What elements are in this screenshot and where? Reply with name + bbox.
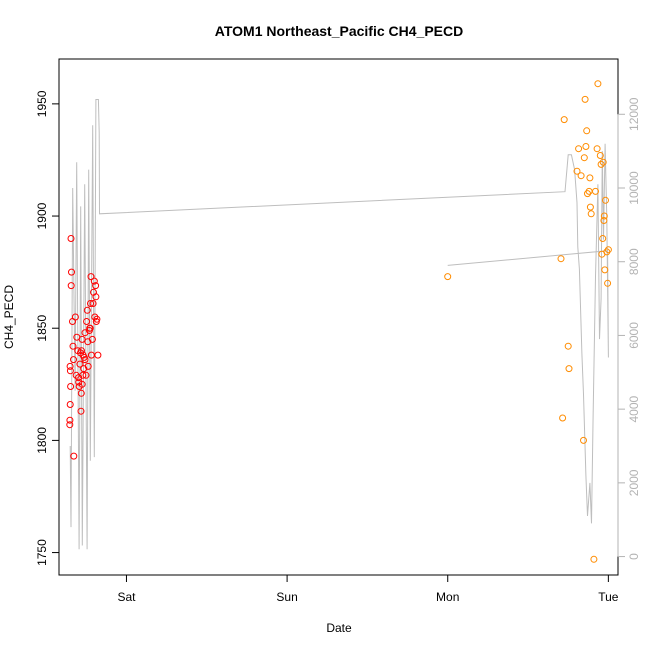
data-point-series-1 — [76, 360, 84, 368]
data-point-series-2 — [600, 212, 608, 220]
data-point-series-1 — [92, 282, 100, 290]
y-tick-label: 1850 — [35, 315, 49, 342]
data-point-series-1 — [78, 347, 85, 355]
data-point-series-2 — [596, 152, 604, 159]
data-point-series-1 — [67, 235, 75, 242]
data-point-series-1 — [70, 356, 77, 364]
data-point-series-2 — [594, 80, 602, 88]
y2-tick-label: 6000 — [627, 322, 641, 349]
data-point-series-1 — [89, 300, 97, 307]
data-point-series-1 — [68, 268, 75, 276]
data-point-series-1 — [91, 313, 99, 321]
data-point-series-2 — [573, 167, 581, 175]
data-point-series-2 — [564, 342, 572, 350]
data-point-series-2 — [600, 217, 608, 224]
data-point-series-1 — [78, 380, 86, 388]
data-point-series-1 — [77, 389, 85, 397]
y2-tick-label: 10000 — [627, 171, 641, 205]
plot-frame — [58, 58, 619, 576]
altitude-layer — [69, 99, 609, 550]
y2-tick-label: 2000 — [627, 469, 641, 496]
data-point-series-2 — [560, 116, 568, 124]
data-point-series-2 — [586, 174, 594, 182]
data-point-series-2 — [603, 248, 611, 256]
data-point-series-1 — [66, 362, 74, 370]
data-point-series-2 — [590, 555, 598, 563]
axes-layer: Sat Sun Mon Tue 1750 1800 1850 1900 1950 0 2000 400… — [35, 90, 641, 604]
x-tick-label: Sat — [117, 590, 136, 604]
data-point-series-1 — [83, 306, 91, 314]
data-point-series-1 — [84, 362, 92, 370]
data-point-series-2 — [601, 266, 609, 274]
data-point-series-2 — [444, 273, 452, 281]
data-point-series-1 — [88, 335, 96, 343]
data-point-series-2 — [586, 203, 594, 211]
data-point-series-2 — [557, 255, 565, 263]
data-point-series-1 — [90, 277, 98, 285]
x-tick-label: Sun — [276, 590, 297, 604]
data-point-series-2 — [602, 196, 609, 204]
y2-tick-label: 8000 — [627, 248, 641, 275]
data-point-series-1 — [81, 356, 89, 364]
data-point-series-2 — [581, 95, 589, 103]
data-point-series-2 — [592, 187, 599, 195]
data-point-series-1 — [93, 315, 101, 323]
data-point-series-1 — [78, 335, 86, 343]
data-point-series-1 — [66, 421, 74, 429]
data-point-series-1 — [66, 416, 74, 424]
data-point-series-2 — [575, 145, 583, 153]
data-point-series-1 — [82, 371, 90, 379]
x-axis-label: Date — [326, 621, 352, 635]
data-point-series-1 — [86, 324, 94, 332]
data-point-series-2 — [582, 143, 590, 150]
data-point-series-2 — [565, 365, 573, 373]
data-point-series-1 — [67, 383, 75, 390]
points-layer — [66, 80, 612, 563]
data-point-series-2 — [583, 127, 591, 135]
y2-tick-label: 0 — [627, 553, 641, 560]
chart-title: ATOM1 Northeast_Pacific CH4_PECD — [215, 23, 463, 39]
data-point-series-2 — [604, 246, 612, 254]
data-point-series-1 — [71, 313, 79, 321]
x-tick-label: Tue — [598, 590, 619, 604]
data-point-series-1 — [92, 293, 100, 301]
y-tick-label: 1800 — [35, 427, 49, 454]
data-point-series-1 — [67, 282, 75, 290]
y-tick-label: 1750 — [35, 539, 49, 566]
data-point-series-2 — [593, 145, 601, 153]
data-point-series-2 — [584, 190, 591, 198]
data-point-series-2 — [597, 160, 605, 168]
data-point-series-1 — [87, 300, 94, 307]
data-point-series-2 — [577, 172, 585, 180]
data-point-series-1 — [72, 371, 80, 379]
data-point-series-1 — [79, 371, 87, 379]
data-point-series-1 — [87, 273, 95, 281]
altitude-line — [69, 99, 609, 550]
y2-tick-label: 4000 — [627, 395, 641, 422]
data-point-series-2 — [604, 279, 612, 287]
y-axis-label: CH4_PECD — [2, 285, 16, 349]
data-point-series-1 — [70, 452, 78, 460]
y-tick-label: 1900 — [35, 202, 49, 229]
data-point-series-2 — [580, 436, 587, 444]
data-point-series-1 — [83, 318, 91, 325]
y-tick-label: 1950 — [35, 90, 49, 117]
data-point-series-1 — [69, 342, 77, 350]
data-point-series-2 — [580, 154, 588, 162]
x-tick-label: Mon — [436, 590, 459, 604]
data-point-series-2 — [599, 235, 607, 242]
data-point-series-1 — [81, 329, 89, 337]
data-point-series-1 — [77, 407, 85, 415]
y2-tick-label: 12000 — [627, 97, 641, 131]
data-point-series-1 — [75, 374, 83, 382]
data-point-series-1 — [66, 401, 74, 408]
data-point-series-1 — [94, 351, 102, 359]
data-point-series-2 — [559, 414, 567, 422]
data-point-series-1 — [66, 367, 74, 375]
data-point-series-2 — [587, 210, 595, 218]
data-point-series-2 — [599, 158, 607, 166]
